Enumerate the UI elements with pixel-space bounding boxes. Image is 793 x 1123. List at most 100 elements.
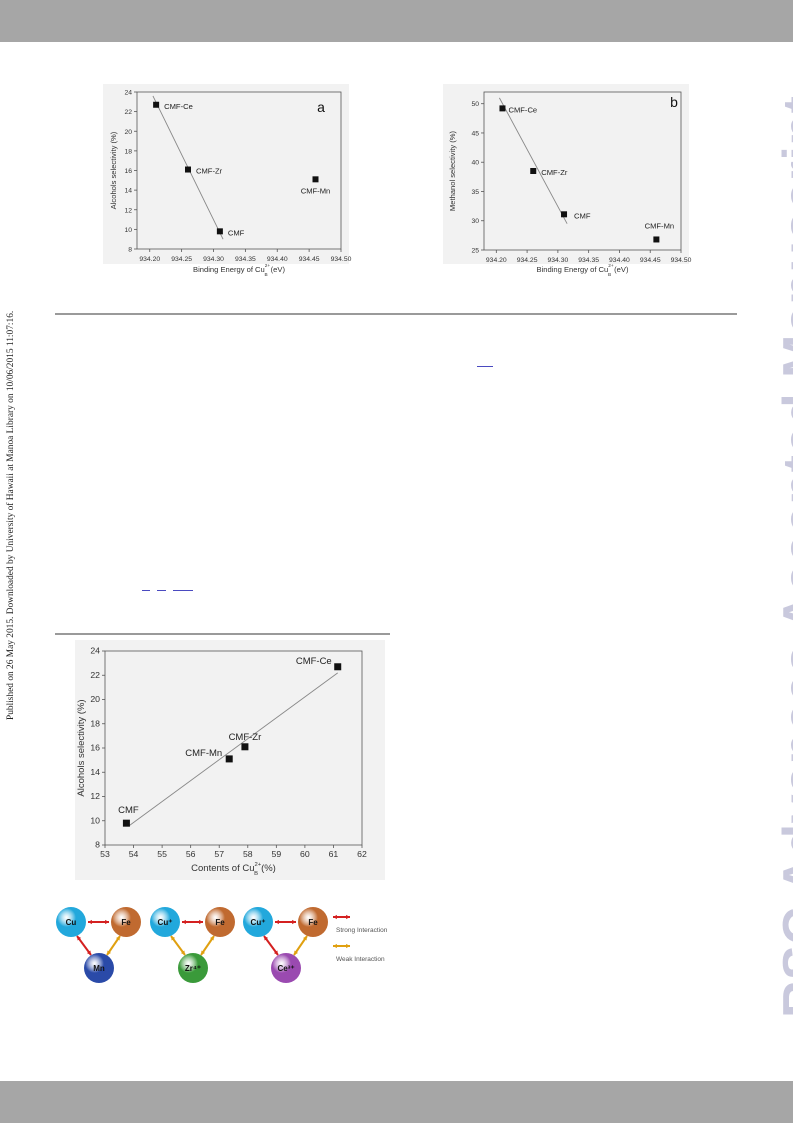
x-axis-label-unit: (eV) bbox=[614, 265, 629, 274]
reference-link[interactable] bbox=[173, 590, 193, 591]
ion-node bbox=[150, 907, 180, 937]
arrow-head bbox=[294, 950, 299, 955]
ion-label: Cu⁺ bbox=[158, 918, 173, 927]
ion-node bbox=[298, 907, 328, 937]
arrow-head bbox=[292, 919, 296, 925]
y-tick-label: 22 bbox=[90, 670, 100, 680]
y-tick-label: 10 bbox=[124, 227, 132, 234]
arrow-head bbox=[201, 950, 206, 955]
ion-node bbox=[205, 907, 235, 937]
x-tick-label: 934.20 bbox=[139, 256, 160, 263]
reference-link[interactable] bbox=[142, 590, 150, 591]
y-axis-label: Methanol selectivity (%) bbox=[448, 130, 457, 211]
y-tick-label: 24 bbox=[90, 646, 100, 656]
x-axis-label-main: Contents of Cu bbox=[191, 863, 254, 874]
data-point-label: CMF-Zr bbox=[541, 168, 568, 177]
ion-label: Zr⁴⁺ bbox=[185, 964, 201, 973]
y-tick-label: 20 bbox=[124, 129, 132, 136]
data-point bbox=[499, 105, 506, 112]
x-tick-label: 57 bbox=[214, 849, 224, 859]
y-tick-label: 14 bbox=[124, 188, 132, 195]
ion-node bbox=[56, 907, 86, 937]
arrow-head bbox=[107, 950, 112, 955]
arrow-head bbox=[346, 914, 350, 920]
ion-label: Fe bbox=[215, 918, 225, 927]
data-point bbox=[312, 176, 319, 183]
x-tick-label: 934.45 bbox=[640, 257, 661, 264]
x-tick-label: 55 bbox=[157, 849, 167, 859]
x-tick-label: 934.20 bbox=[486, 257, 507, 264]
y-tick-label: 16 bbox=[124, 168, 132, 175]
x-axis-label-main: Binding Energy of Cu bbox=[193, 265, 265, 274]
legend-strong-label: Strong Interaction bbox=[336, 927, 388, 934]
ion-node bbox=[271, 953, 301, 983]
x-axis-label-superscript: 2+ bbox=[255, 862, 262, 868]
x-tick-label: 56 bbox=[186, 849, 196, 859]
x-tick-label: 934.45 bbox=[299, 256, 320, 263]
x-tick-label: 58 bbox=[243, 849, 253, 859]
data-point-label: CMF-Mn bbox=[185, 748, 222, 759]
x-axis-label-superscript: 2+ bbox=[265, 263, 271, 268]
arrow-head bbox=[180, 950, 185, 955]
y-tick-label: 8 bbox=[128, 247, 132, 254]
reference-link[interactable] bbox=[157, 590, 166, 591]
arrow-head bbox=[171, 936, 176, 941]
y-tick-label: 18 bbox=[90, 718, 100, 728]
ion-label: Cu⁺ bbox=[251, 918, 266, 927]
data-point-label: CMF-Zr bbox=[229, 732, 262, 743]
x-axis-label-subscript: B bbox=[264, 272, 267, 277]
y-tick-label: 50 bbox=[471, 101, 479, 108]
arrow-head bbox=[86, 950, 91, 955]
x-tick-label: 934.30 bbox=[547, 257, 568, 264]
ion-label: Fe bbox=[308, 918, 318, 927]
panel-label: a bbox=[317, 99, 325, 115]
data-point bbox=[241, 743, 249, 751]
arrow-head bbox=[88, 919, 92, 925]
ion-label: Mn bbox=[93, 964, 105, 973]
x-tick-label: 934.25 bbox=[171, 256, 192, 263]
arrow-head bbox=[115, 936, 120, 941]
y-tick-label: 10 bbox=[90, 815, 100, 825]
data-point-label: CMF-Ce bbox=[164, 102, 193, 111]
x-tick-label: 934.30 bbox=[203, 256, 224, 263]
x-tick-label: 53 bbox=[100, 849, 110, 859]
x-tick-label: 934.40 bbox=[267, 256, 288, 263]
reference-link[interactable] bbox=[477, 366, 493, 367]
y-tick-label: 20 bbox=[90, 694, 100, 704]
fit-line bbox=[498, 97, 568, 224]
data-point-label: CMF bbox=[118, 805, 139, 816]
arrow-head bbox=[302, 936, 307, 941]
y-tick-label: 8 bbox=[95, 840, 100, 850]
arrow-head bbox=[209, 936, 214, 941]
x-tick-label: 934.25 bbox=[517, 257, 538, 264]
data-point bbox=[530, 168, 537, 174]
y-tick-label: 30 bbox=[471, 218, 479, 225]
legend-weak-label: Weak Interaction bbox=[336, 956, 385, 963]
arrow-head bbox=[77, 936, 82, 941]
x-tick-label: 60 bbox=[300, 849, 310, 859]
x-tick-label: 59 bbox=[271, 849, 281, 859]
data-point bbox=[153, 101, 160, 108]
x-tick-label: 61 bbox=[329, 849, 339, 859]
x-axis-label: Binding Energy of Cu2+ B (eV) bbox=[193, 263, 285, 277]
y-tick-label: 12 bbox=[90, 791, 100, 801]
data-point bbox=[653, 236, 660, 243]
x-axis-label-subscript: B bbox=[254, 871, 258, 877]
y-axis-label: Alcohols selectivity (%) bbox=[76, 699, 87, 796]
y-tick-label: 35 bbox=[471, 189, 479, 196]
x-axis-label-main: Binding Energy of Cu bbox=[537, 265, 609, 274]
chart-background bbox=[103, 84, 349, 264]
x-axis-label-superscript: 2+ bbox=[608, 263, 614, 268]
ion-label: Fe bbox=[121, 918, 131, 927]
x-axis-label-unit: (eV) bbox=[271, 265, 286, 274]
data-point-label: CMF bbox=[574, 211, 591, 220]
y-tick-label: 25 bbox=[471, 248, 479, 255]
arrow-head bbox=[199, 919, 203, 925]
data-point bbox=[334, 663, 342, 671]
data-point bbox=[122, 819, 130, 827]
ion-label: Ce³⁺ bbox=[277, 964, 294, 973]
y-tick-label: 40 bbox=[471, 160, 479, 167]
data-point-label: CMF bbox=[228, 228, 245, 237]
plot-frame bbox=[483, 91, 682, 251]
